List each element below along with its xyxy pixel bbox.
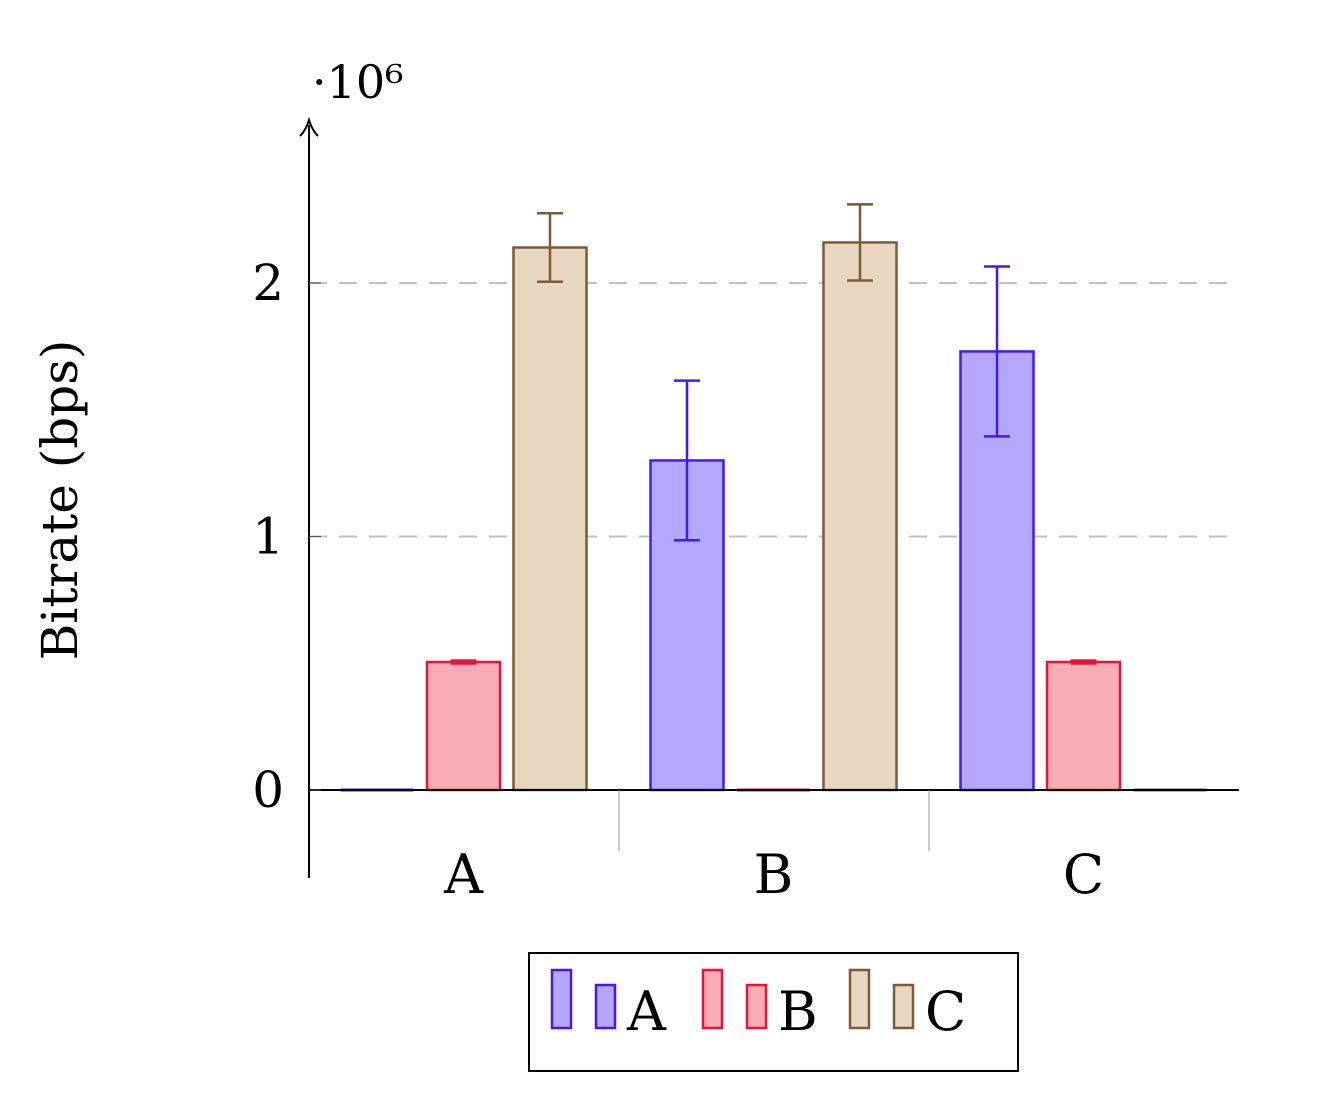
bar xyxy=(1045,660,1122,792)
legend: A B C xyxy=(528,952,1019,1072)
legend-swatch-tall xyxy=(701,968,724,1030)
grid-lines xyxy=(309,282,1239,538)
x-tick-label: C xyxy=(1063,843,1104,906)
legend-swatch-short xyxy=(745,983,768,1030)
x-tick-label: B xyxy=(754,843,794,906)
y-tick-label: 1 xyxy=(252,508,284,566)
axes xyxy=(299,116,1239,878)
y-tick-label: 0 xyxy=(252,761,284,819)
legend-swatch-tall xyxy=(848,968,871,1030)
ticks: 0 1 2 A B C xyxy=(252,254,1104,906)
x-tick-label: A xyxy=(443,843,484,906)
bar xyxy=(512,246,588,792)
y-scale-label: ·10⁶ xyxy=(312,55,404,109)
legend-swatch-short xyxy=(594,983,617,1030)
legend-label: A xyxy=(626,980,667,1043)
y-axis-label: Bitrate (bps) xyxy=(31,340,89,661)
legend-label: C xyxy=(925,980,966,1043)
legend-swatch-short xyxy=(892,983,915,1030)
y-axis-arrow-icon xyxy=(299,116,319,137)
bar xyxy=(425,660,502,792)
bar xyxy=(822,241,898,792)
legend-swatch-tall xyxy=(550,968,573,1030)
bars xyxy=(340,203,1207,792)
legend-label: B xyxy=(778,980,818,1043)
y-tick-label: 2 xyxy=(252,254,284,312)
